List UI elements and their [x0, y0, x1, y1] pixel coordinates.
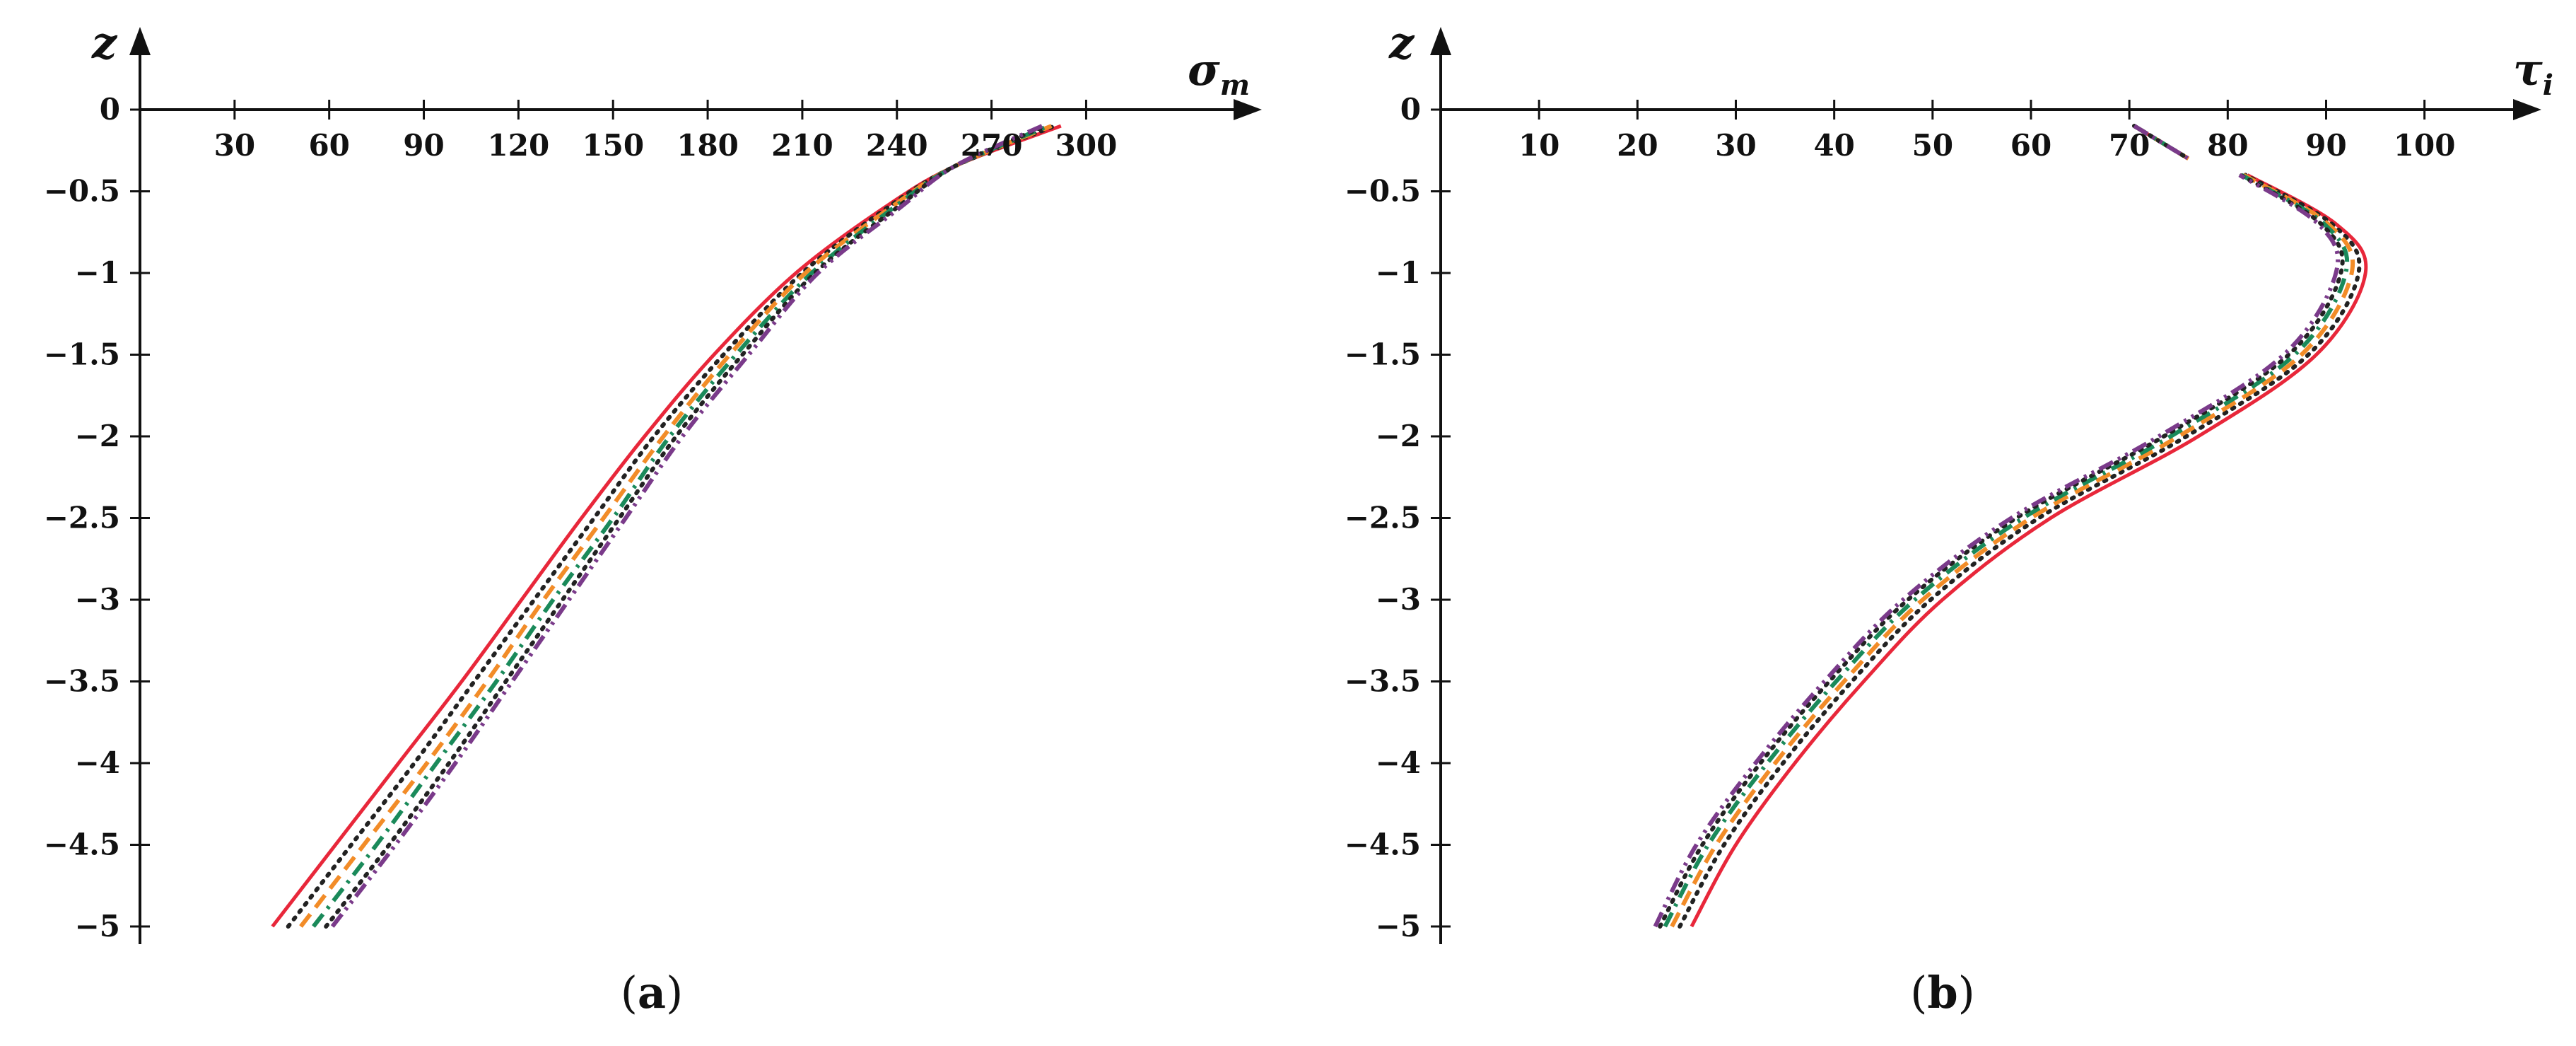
panel-a-curves — [271, 124, 1062, 929]
panel-a-y-axis-arrow — [129, 27, 151, 55]
x-tick-label: 80 — [2207, 128, 2248, 163]
x-tick-label: 30 — [214, 128, 255, 163]
panel-b-x-ticks: 10 20 30 40 50 60 70 80 90 100 — [1518, 100, 2456, 163]
series-5-line — [324, 124, 1048, 929]
x-tick-label: 270 — [961, 128, 1023, 163]
x-tick-label: 20 — [1617, 128, 1658, 163]
panel-b-y-axis-arrow — [1430, 27, 1451, 55]
y-tick-label: −3.5 — [44, 664, 120, 699]
series-2-line — [286, 124, 1057, 929]
x-tick-label: 10 — [1518, 128, 1559, 163]
series-6-upper-segment — [2133, 124, 2190, 161]
series-5-line — [1658, 173, 2345, 929]
series-1-line — [1690, 173, 2368, 928]
panel-a-x-ticks: 30 60 90 120 150 180 210 240 270 300 — [214, 100, 1118, 163]
y-tick-label: −0.5 — [1345, 174, 1421, 209]
panel-b-y-ticks: 0 −0.5 −1 −1.5 −2 −2.5 −3 −3.5 −4 −4.5 −5 — [1345, 92, 1451, 943]
x-tick-label: 150 — [582, 128, 644, 163]
panel-a-y-ticks: 0 −0.5 −1 −1.5 −2 −2.5 −3 −3.5 −4 −4.5 −5 — [44, 92, 150, 943]
panel-b-label: (b) — [1910, 967, 1975, 1018]
panel-a-x-axis-name: σm — [1188, 44, 1250, 102]
y-tick-label: −3 — [1376, 582, 1421, 617]
y-tick-label: −2.5 — [44, 501, 120, 535]
series-4-line — [1663, 173, 2350, 928]
x-tick-label: 50 — [1912, 128, 1953, 163]
x-tick-label: 210 — [771, 128, 833, 163]
y-tick-label: −4 — [75, 745, 120, 780]
x-tick-label: 180 — [677, 128, 739, 163]
x-tick-label: 90 — [2305, 128, 2346, 163]
y-tick-label: −3.5 — [1345, 664, 1421, 699]
series-3-line — [1670, 173, 2355, 928]
y-tick-label: −2 — [75, 419, 120, 453]
y-tick-label: −4.5 — [1345, 827, 1421, 862]
x-tick-label: 100 — [2394, 128, 2456, 163]
panel-b-y-axis-name: z — [1388, 17, 1415, 69]
x-tick-label: 60 — [308, 128, 349, 163]
x-tick-label: 60 — [2010, 128, 2051, 163]
x-tick-label: 90 — [403, 128, 444, 163]
y-tick-label: −1.5 — [44, 337, 120, 372]
x-tick-label: 30 — [1715, 128, 1756, 163]
y-tick-label: −1 — [1376, 255, 1421, 290]
panel-a-label: (a) — [621, 967, 684, 1018]
series-6-line — [1653, 173, 2341, 928]
y-tick-label: 0 — [100, 92, 120, 127]
series-2-line — [1678, 173, 2362, 929]
y-tick-label: −1.5 — [1345, 337, 1421, 372]
y-tick-label: −5 — [1376, 909, 1421, 943]
y-tick-label: −3 — [75, 582, 120, 617]
x-tick-label: 120 — [488, 128, 550, 163]
panel-b-chart: 10 20 30 40 50 60 70 80 90 100 0 −0.5 −1 −1.5 −2 −2.5 −… — [1345, 17, 2553, 1018]
x-tick-label: 300 — [1055, 128, 1118, 163]
panel-a-y-axis-name: z — [91, 17, 118, 69]
y-tick-label: −1 — [75, 255, 120, 290]
y-tick-label: −2.5 — [1345, 501, 1421, 535]
panel-a-x-axis-arrow — [1234, 99, 1262, 120]
y-tick-label: −5 — [75, 909, 120, 943]
panel-b-x-axis-arrow — [2513, 99, 2541, 120]
y-tick-label: −0.5 — [44, 174, 120, 209]
y-tick-label: 0 — [1400, 92, 1421, 127]
series-4-line — [312, 124, 1050, 928]
x-tick-label: 40 — [1813, 128, 1854, 163]
series-3-line — [299, 124, 1053, 928]
x-tick-label: 70 — [2109, 128, 2150, 163]
panel-b-x-axis-name: τi — [2513, 44, 2553, 102]
y-tick-label: −2 — [1376, 419, 1421, 453]
x-tick-label: 240 — [866, 128, 928, 163]
y-tick-label: −4.5 — [44, 827, 120, 862]
y-tick-label: −4 — [1376, 745, 1421, 780]
series-6-line — [330, 124, 1043, 928]
panel-a-chart: 30 60 90 120 150 180 210 240 270 300 0 −0.5 −1 −1.5 −… — [44, 17, 1262, 1018]
panel-b-curves — [1653, 124, 2368, 929]
series-1-line — [271, 124, 1062, 928]
